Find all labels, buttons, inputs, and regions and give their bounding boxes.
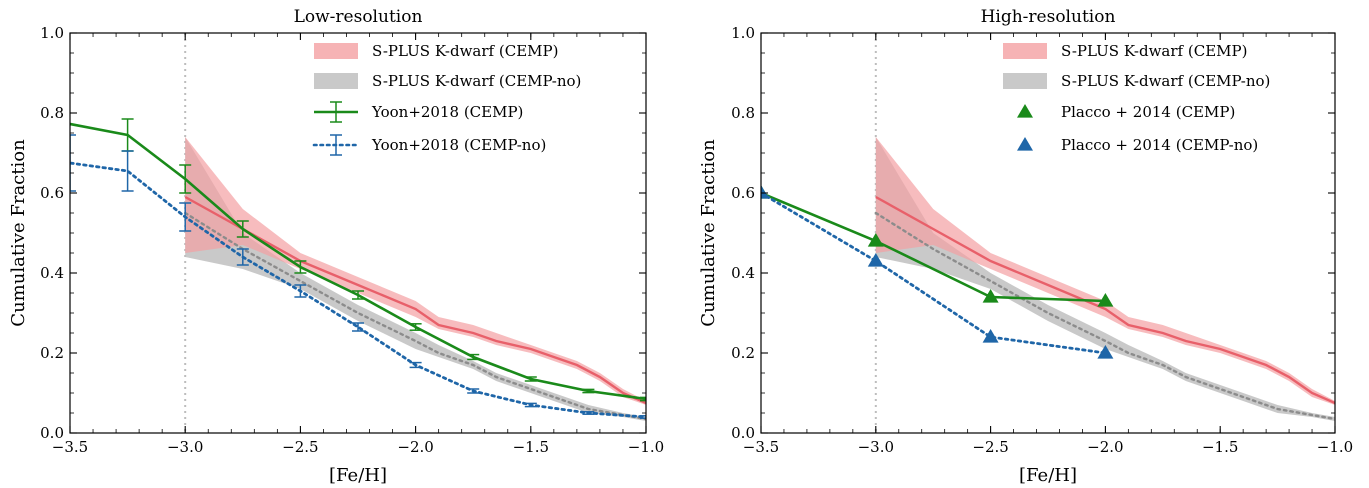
data-point-errorbar [524,376,537,382]
legend-swatch-triangle [1017,104,1033,118]
y-tick-label: 0.6 [731,184,755,202]
y-tick-label: 0.4 [40,264,64,282]
band-median-line-cemp-no [874,211,1335,421]
data-point-errorbar [582,411,595,415]
data-point-errorbar [294,284,307,298]
data-point-errorbar [640,396,646,402]
data-point-errorbar [524,402,537,408]
x-tick-label: −1.0 [628,438,664,456]
y-axis-label: Cumulative Fraction [698,139,719,327]
y-tick-label: 0.8 [731,104,755,122]
data-point-errorbar [121,150,134,192]
plot-frame [69,32,647,434]
x-tick-label: −1.5 [513,438,549,456]
y-tick-label: 0.4 [731,264,755,282]
data-point-triangle [982,289,999,303]
legend-label: S-PLUS K-dwarf (CEMP-no) [1061,72,1270,90]
data-point-errorbar [179,164,192,194]
data-point-triangle [867,253,884,267]
data-point-errorbar [582,388,595,394]
x-tick-label: −2.0 [1087,438,1123,456]
y-tick-label: 1.0 [40,24,64,42]
x-tick-label: −3.0 [858,438,894,456]
data-point-errorbar [467,388,480,394]
x-tick-label: −2.5 [972,438,1008,456]
data-point-errorbar [294,260,307,274]
legend: S-PLUS K-dwarf (CEMP) S-PLUS K-dwarf (CEM… [312,42,581,156]
data-point-triangle [1097,345,1114,359]
plot-frame [760,32,1336,434]
axis-ticks: −3.5 −3.0 −2.5 −2.0 −1.5 −1.0 0.0 0.2 0.4 0.6 0.8 1… [40,24,664,456]
legend-label: Yoon+2018 (CEMP-no) [371,136,546,154]
legend-label: S-PLUS K-dwarf (CEMP-no) [372,72,581,90]
band-median-line-cemp [875,195,1335,405]
panel-high-resolution: High-resolution Cumulative Fraction [Fe/… [698,7,1353,486]
axis-ticks: −3.5 −3.0 −2.5 −2.0 −1.5 −1.0 0.0 0.2 0.4 0.6 0.8 1… [731,24,1353,456]
data-point-errorbar [6,97,18,129]
band-median-line-cemp-no [183,211,646,421]
legend-swatch-band [1003,43,1047,59]
data-point-errorbar [236,248,249,266]
legend-label: S-PLUS K-dwarf (CEMP) [372,42,558,60]
legend-swatch-band [314,73,358,89]
legend-label: Yoon+2018 (CEMP) [371,103,523,121]
band-area-cemp-no [875,137,1335,421]
data-point-triangle [867,233,884,247]
panel-low-resolution: Low-resolution Cumulative Fraction [Fe/H… [6,7,664,486]
data-point-errorbar [640,415,646,419]
data-point-triangle [1097,293,1114,307]
data-point-errorbar [179,202,192,232]
legend-label: Placco + 2014 (CEMP) [1061,103,1235,121]
legend-label: Placco + 2014 (CEMP-no) [1061,136,1258,154]
y-tick-label: 1.0 [731,24,755,42]
band-median-line-cemp [184,195,646,405]
x-tick-label: −2.5 [282,438,318,456]
data-point-triangle [761,185,769,199]
data-point-errorbar [409,323,422,331]
x-tick-label: −3.5 [743,438,779,456]
data-point-errorbar [352,290,364,300]
series-line-cemp-no [70,161,646,419]
plot-area [6,97,646,421]
y-tick-label: 0.2 [40,344,64,362]
y-tick-label: 0.0 [40,424,64,442]
legend-label: S-PLUS K-dwarf (CEMP) [1061,42,1247,60]
band-area-cemp-no [185,137,646,421]
x-tick-label: −3.0 [167,438,203,456]
y-tick-label: 0.8 [40,104,64,122]
data-point-errorbar [236,220,249,238]
y-tick-label: 0.6 [40,184,64,202]
data-point-errorbar [352,322,364,332]
x-tick-label: −1.5 [1202,438,1238,456]
series-line-cemp [761,191,1106,303]
legend-swatch-band [1003,73,1047,89]
data-point-errorbar [70,134,76,192]
legend: S-PLUS K-dwarf (CEMP) S-PLUS K-dwarf (CEM… [1003,42,1270,154]
x-tick-label: −2.0 [397,438,433,456]
chart-title: High-resolution [981,7,1116,27]
data-point-errorbar [467,353,480,361]
x-tick-label: −3.5 [52,438,88,456]
x-axis-label: [Fe/H] [1019,465,1077,486]
chart-title: Low-resolution [294,7,423,27]
data-point-errorbar [409,361,422,369]
x-axis-label: [Fe/H] [329,465,387,486]
plot-area [761,137,1335,421]
y-tick-label: 0.2 [731,344,755,362]
data-point-triangle [982,329,999,343]
legend-swatch-triangle [1017,137,1033,151]
legend-swatch-band [314,43,358,59]
x-tick-label: −1.0 [1317,438,1353,456]
y-tick-label: 0.0 [731,424,755,442]
series-line-cemp-no [761,191,1107,355]
y-axis-label: Cumulative Fraction [8,139,29,327]
